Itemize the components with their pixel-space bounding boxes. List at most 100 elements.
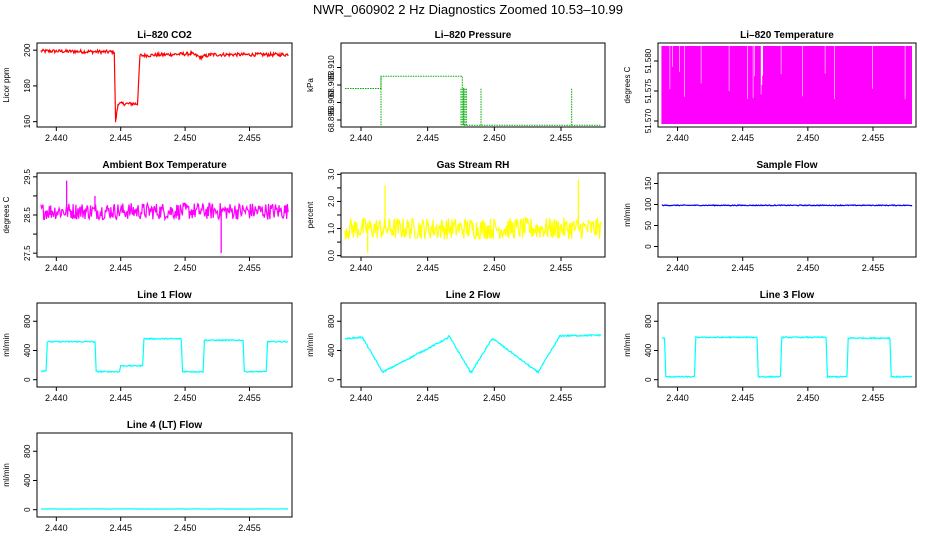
y-tick-label: 29.5 (23, 168, 32, 184)
panel-title: Line 4 (LT) Flow (127, 420, 203, 431)
panel-title: Li–820 CO2 (137, 30, 192, 41)
x-tick-label: 2.445 (416, 263, 439, 273)
plot-frame (657, 172, 917, 258)
x-tick-label: 2.445 (109, 523, 132, 533)
x-tick-label: 2.450 (797, 133, 820, 143)
panel-title: Li–820 Temperature (740, 30, 834, 41)
x-tick-label: 2.440 (45, 393, 68, 403)
x-tick-label: 2.450 (797, 263, 820, 273)
x-tick-label: 2.440 (350, 393, 373, 403)
y-tick-label: 400 (23, 343, 32, 357)
x-tick-label: 2.440 (45, 523, 68, 533)
x-tick-label: 2.455 (550, 133, 573, 143)
page-title: NWR_060902 2 Hz Diagnostics Zoomed 10.53… (312, 2, 623, 17)
y-tick-label: 68.905 (327, 72, 336, 97)
y-tick-label: 0 (644, 244, 653, 249)
panel-title: Gas Stream RH (437, 160, 510, 171)
series-group (661, 46, 912, 124)
y-axis-label: ml/min (2, 463, 11, 487)
panel-3: Li–820 Temperature degrees C 2.440 2.445 2.4… (623, 30, 917, 143)
y-axis-label: ml/min (2, 333, 11, 357)
plot-frame (340, 42, 606, 128)
series-line (661, 335, 913, 379)
panel-title: Line 1 Flow (137, 290, 192, 301)
panel-6: Sample Flow ml/min 2.440 2.445 2.450 2.455 0 50… (623, 160, 917, 273)
x-tick-label: 2.440 (45, 263, 68, 273)
panel-5: Gas Stream RH percent 2.440 2.445 2.450 2.455… (306, 160, 606, 273)
y-tick-label: 100 (644, 197, 653, 211)
x-tick-label: 2.450 (174, 393, 197, 403)
x-tick-label: 2.445 (731, 133, 754, 143)
series-line (344, 333, 602, 375)
x-tick-label: 2.445 (416, 133, 439, 143)
x-tick-label: 2.450 (174, 133, 197, 143)
y-tick-label: 51.580 (644, 48, 653, 73)
y-tick-label: 2.0 (327, 195, 336, 207)
plot-frame (36, 172, 293, 258)
x-tick-label: 2.445 (109, 393, 132, 403)
y-tick-label: 0 (644, 377, 653, 382)
y-tick-label: 0 (23, 377, 32, 382)
y-tick-label: 0.0 (327, 250, 336, 262)
y-axis-label: ml/min (623, 333, 632, 357)
plot-frame (36, 302, 293, 388)
series-line (345, 75, 601, 126)
y-tick-label: 1.0 (327, 222, 336, 234)
x-tick-label: 2.440 (666, 263, 689, 273)
series-group (345, 75, 601, 126)
y-tick-label: 51.570 (644, 108, 653, 133)
series-line (344, 216, 602, 241)
y-axis-label: ml/min (306, 333, 315, 357)
panel-4: Ambient Box Temperature degrees C 2.440 2.4… (2, 160, 293, 273)
series-line (661, 204, 913, 207)
y-tick-label: 800 (327, 314, 336, 328)
y-tick-label: 150 (644, 176, 653, 190)
series-group (344, 179, 602, 253)
panel-title: Ambient Box Temperature (102, 160, 227, 171)
series-group (40, 180, 289, 254)
y-axis-label: Licor ppm (2, 67, 11, 102)
y-axis-label: ml/min (623, 203, 632, 227)
plot-frame (36, 432, 293, 518)
series-line (40, 201, 289, 222)
y-axis-label: kPa (306, 78, 315, 92)
y-tick-label: 160 (23, 114, 32, 128)
y-tick-label: 68.900 (327, 90, 336, 115)
x-tick-label: 2.440 (350, 133, 373, 143)
plot-frame (657, 302, 917, 388)
y-tick-label: 28.5 (23, 207, 32, 223)
x-tick-label: 2.450 (174, 263, 197, 273)
x-tick-label: 2.445 (109, 263, 132, 273)
y-axis-label: degrees C (623, 66, 632, 103)
x-tick-label: 2.445 (109, 133, 132, 143)
x-tick-label: 2.440 (666, 133, 689, 143)
y-tick-label: 0 (23, 507, 32, 512)
y-tick-label: 400 (327, 343, 336, 357)
y-tick-label: 800 (23, 314, 32, 328)
y-axis-label: degrees C (2, 196, 11, 233)
x-tick-label: 2.455 (862, 393, 885, 403)
x-tick-label: 2.450 (483, 393, 506, 403)
plot-frame (657, 42, 917, 128)
panel-9: Line 3 Flow ml/min 2.440 2.445 2.450 2.455 0 40… (623, 290, 917, 403)
series-group (40, 48, 289, 123)
panel-title: Line 2 Flow (446, 290, 501, 301)
series-line (40, 337, 289, 374)
y-tick-label: 50 (644, 221, 653, 230)
y-tick-label: 68.895 (327, 107, 336, 132)
x-tick-label: 2.445 (731, 393, 754, 403)
series-line (40, 48, 289, 123)
y-tick-label: 3.0 (327, 168, 336, 180)
x-tick-label: 2.440 (350, 263, 373, 273)
series-group (661, 335, 913, 379)
y-tick-label: 800 (23, 444, 32, 458)
x-tick-label: 2.455 (238, 133, 261, 143)
panel-title: Line 3 Flow (760, 290, 815, 301)
panel-1: Li–820 CO2 Licor ppm 2.440 2.445 2.450 2.455 1… (2, 30, 293, 143)
y-tick-label: 800 (644, 314, 653, 328)
x-tick-label: 2.450 (483, 263, 506, 273)
x-tick-label: 2.455 (550, 263, 573, 273)
plot-frame (340, 302, 606, 388)
panel-8: Line 2 Flow ml/min 2.440 2.445 2.450 2.455 0 40… (306, 290, 606, 403)
